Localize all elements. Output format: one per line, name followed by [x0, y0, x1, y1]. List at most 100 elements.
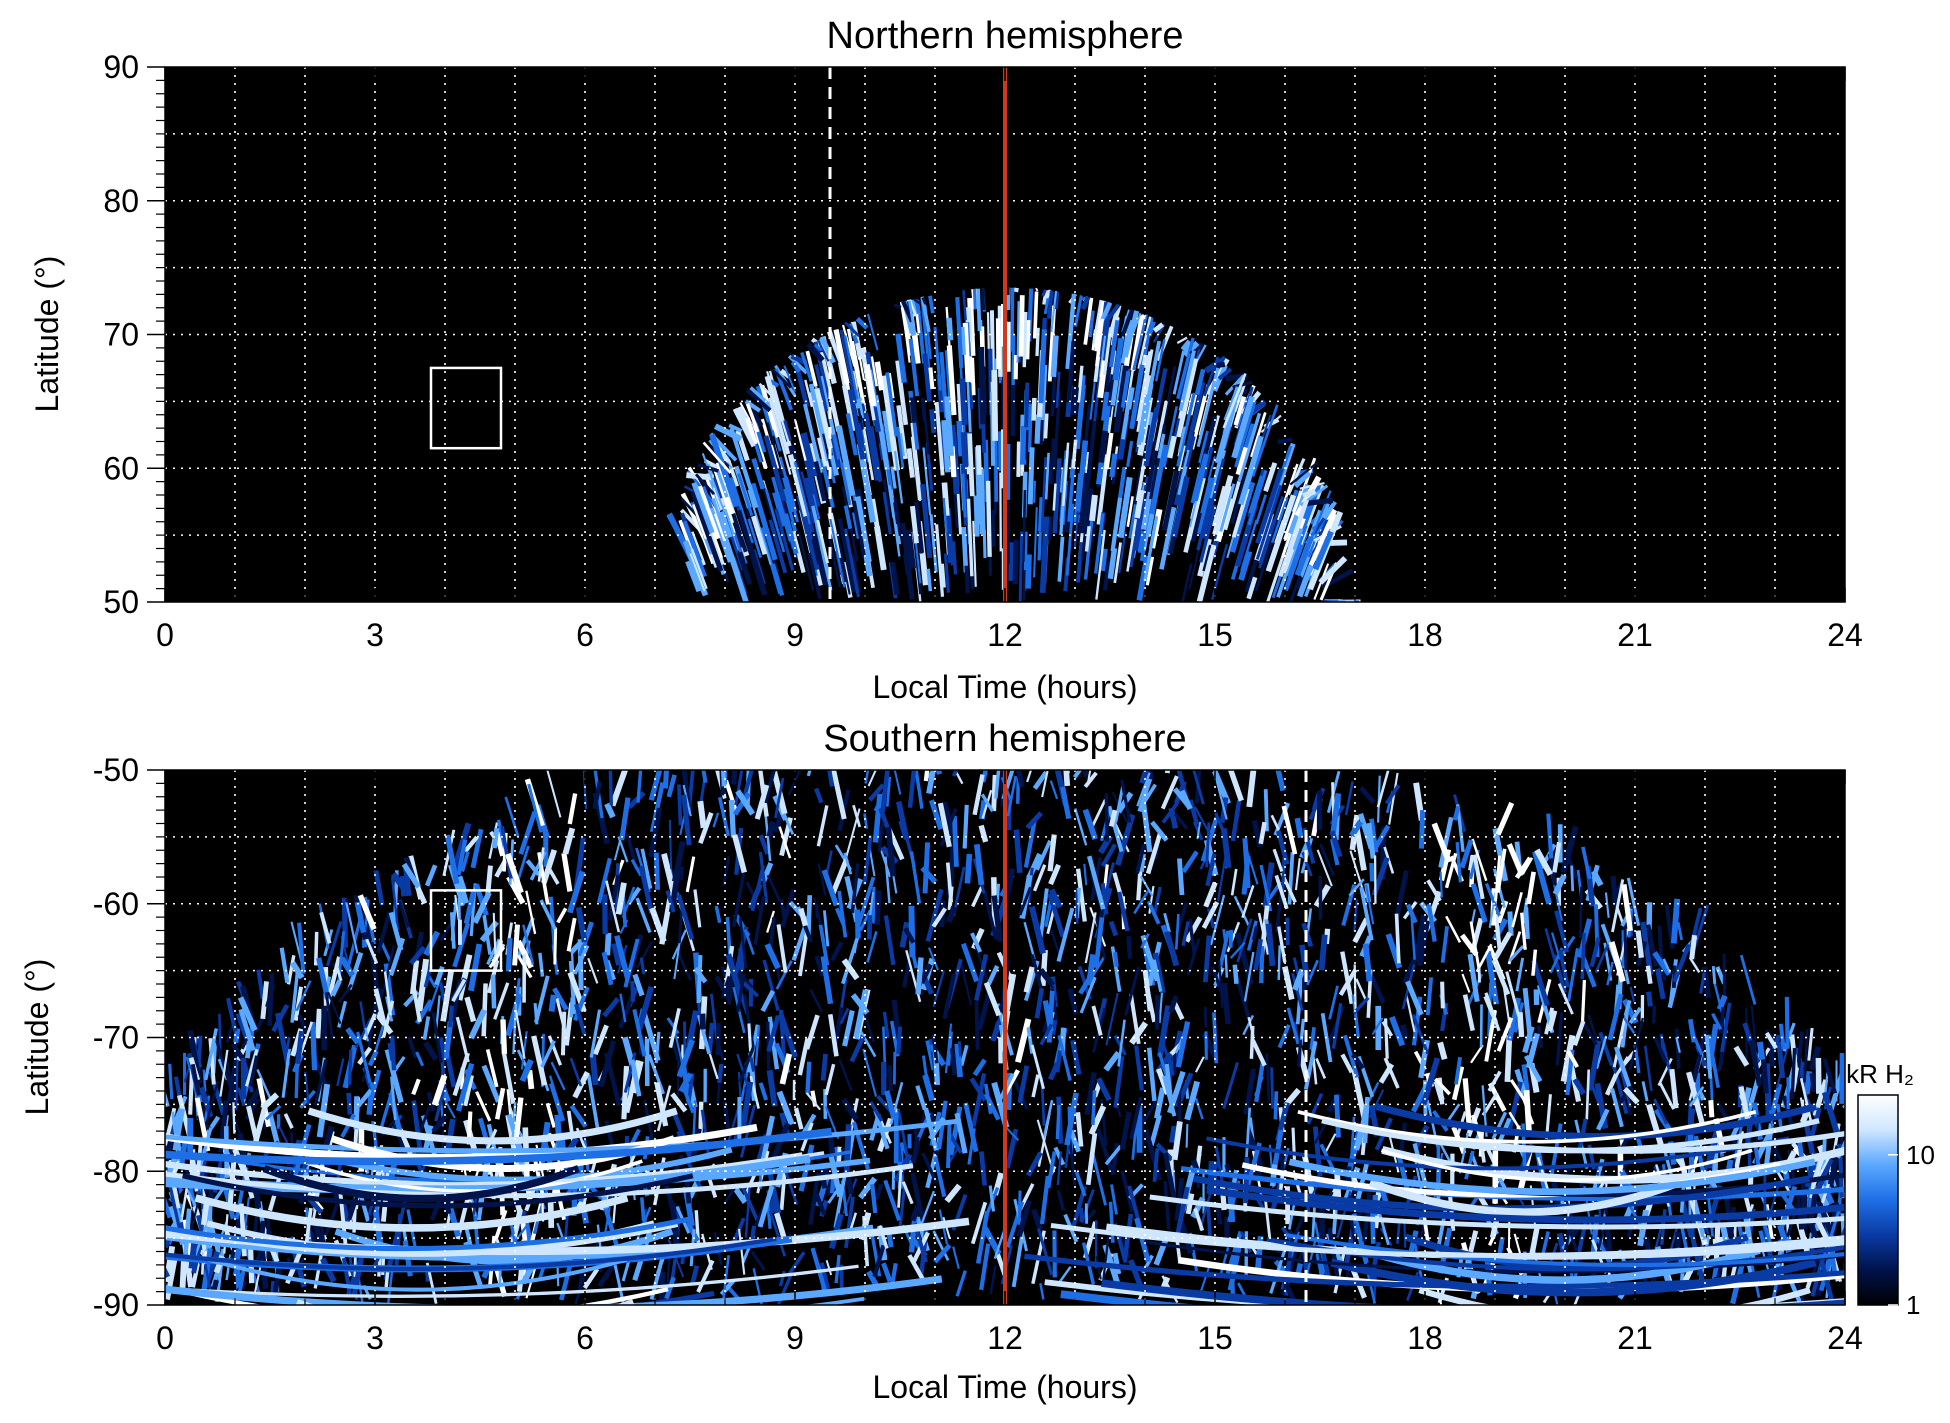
- north-emission-streak: [843, 528, 861, 598]
- south-emission-streak: [1224, 954, 1229, 978]
- south-emission-streak: [1674, 1028, 1681, 1069]
- south-emission-streak: [1091, 799, 1107, 827]
- south-emission-streak: [757, 1185, 775, 1228]
- north-emission-streak: [1126, 496, 1134, 527]
- south-emission-streak: [983, 1092, 1001, 1121]
- south-emission-streak: [532, 1182, 550, 1235]
- south-emission-streak: [492, 912, 497, 960]
- south-emission-streak: [874, 1183, 884, 1201]
- north-emission-streak: [768, 397, 792, 475]
- north-emission-streak: [1034, 414, 1042, 444]
- south-emission-streak: [1160, 775, 1179, 810]
- south-emission-streak: [548, 994, 557, 1012]
- south-emission-streak: [1570, 865, 1575, 892]
- south-emission-streak: [464, 996, 477, 1023]
- south-emission-streak: [1483, 995, 1498, 1023]
- south-emission-streak: [541, 849, 558, 884]
- x-tick-label: 15: [1197, 617, 1233, 653]
- south-emission-streak: [939, 808, 958, 847]
- north-emission-streak: [967, 433, 975, 497]
- south-emission-streak: [668, 819, 673, 870]
- south-emission-streak: [1689, 934, 1698, 960]
- south-emission-streak: [1572, 1020, 1586, 1047]
- south-emission-streak: [501, 1053, 516, 1105]
- south-emission-streak: [1720, 1002, 1732, 1053]
- south-emission-streak: [188, 1240, 198, 1269]
- north-emission-streak: [941, 419, 951, 473]
- north-emission-streak: [1076, 384, 1086, 450]
- south-emission-streak: [1236, 918, 1253, 963]
- north-emission-streak: [1035, 327, 1040, 357]
- south-emission-streak: [356, 1088, 373, 1108]
- south-emission-streak: [1628, 1006, 1642, 1025]
- north-emission-streak: [914, 502, 924, 554]
- south-emission-streak: [1262, 862, 1275, 908]
- south-emission-streak: [447, 1206, 462, 1238]
- north-emission-streak: [938, 422, 948, 470]
- north-emission-streak: [1154, 338, 1166, 382]
- south-emission-streak: [463, 835, 479, 853]
- north-emission-streak: [1255, 467, 1284, 544]
- south-emission-streak: [741, 981, 760, 998]
- south-emission-arc: [1101, 1279, 1845, 1305]
- north-emission-streak: [1136, 555, 1150, 601]
- south-emission-arc: [172, 1287, 669, 1305]
- south-emission-streak: [868, 783, 885, 802]
- south-emission-streak: [190, 1063, 201, 1096]
- south-emission-streak: [1646, 1103, 1666, 1151]
- south-emission-streak: [593, 1024, 609, 1056]
- north-emission-streak: [811, 505, 832, 580]
- north-emission-streak: [866, 313, 879, 351]
- north-emission-streak: [1223, 480, 1241, 531]
- south-emission-streak: [1230, 868, 1238, 896]
- south-emission-streak: [1505, 971, 1521, 1019]
- colorbar-tick-label: 1: [1906, 1290, 1920, 1320]
- south-emission-arc: [165, 1152, 803, 1186]
- north-emission-streak: [1143, 407, 1160, 467]
- north-emission-streak: [1308, 513, 1336, 567]
- south-emission-streak: [1048, 863, 1061, 886]
- north-emission-streak: [749, 386, 774, 409]
- north-emission-streak: [755, 385, 777, 437]
- south-emission-streak: [1233, 895, 1251, 928]
- south-emission-streak: [970, 1201, 988, 1245]
- north-emission-streak: [1288, 524, 1308, 568]
- south-emission-streak: [954, 1043, 964, 1078]
- south-emission-streak: [908, 905, 916, 958]
- south-emission-streak: [1626, 877, 1641, 926]
- north-emission-streak: [1146, 320, 1156, 337]
- north-emission-streak: [1065, 293, 1077, 370]
- south-emission-streak: [393, 1056, 406, 1072]
- south-emission-streak: [1270, 814, 1280, 831]
- south-emission-streak: [760, 989, 776, 1013]
- south-emission-streak: [946, 1124, 952, 1169]
- north-emission-streak: [1201, 446, 1214, 479]
- north-emission-streak: [750, 482, 778, 561]
- south-emission-streak: [1074, 1171, 1087, 1197]
- south-emission-streak: [1305, 959, 1320, 986]
- south-emission-streak: [172, 1108, 185, 1151]
- north-emission-streak: [982, 529, 987, 559]
- south-emission-streak: [621, 1260, 631, 1282]
- south-emission-streak: [1215, 1208, 1223, 1225]
- x-tick-label: 3: [366, 617, 384, 653]
- south-emission-streak: [1612, 1018, 1627, 1068]
- south-emission-streak: [1750, 1005, 1757, 1048]
- north-emission-streak: [1237, 412, 1262, 482]
- north-emission-streak: [1117, 476, 1133, 539]
- south-emission-streak: [285, 1036, 291, 1053]
- south-emission-streak: [1041, 770, 1049, 798]
- south-emission-streak: [562, 827, 576, 855]
- north-emission-streak: [1202, 544, 1212, 572]
- south-emission-streak: [493, 982, 510, 1020]
- north-emission-streak: [847, 388, 866, 460]
- north-emission-streak: [1188, 500, 1201, 540]
- north-emission-streak: [1167, 435, 1177, 459]
- north-emission-streak: [858, 356, 865, 381]
- south-emission-streak: [676, 950, 692, 981]
- south-emission-streak: [798, 907, 809, 927]
- south-emission-streak: [732, 791, 751, 816]
- south-emission-streak: [673, 943, 681, 980]
- north-emission-streak: [906, 529, 917, 569]
- south-emission-streak: [1581, 846, 1592, 880]
